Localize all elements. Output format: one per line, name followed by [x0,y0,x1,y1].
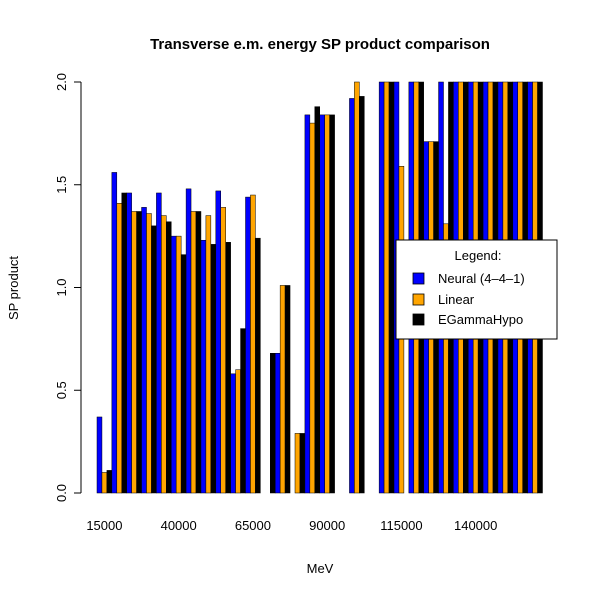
legend-swatch-neural [412,272,425,285]
bar-linear-40000 [175,235,182,494]
bar-egammahypo-80000 [299,433,306,494]
bar-linear-65000 [250,194,256,494]
legend-swatch-egammahypo [412,313,425,326]
bar-egammahypo-20000 [121,192,127,494]
bar-neural-4-4-1--40000 [171,235,177,494]
bar-egammahypo-15000 [106,470,113,494]
x-tick-label: 115000 [380,518,422,533]
bar-linear-85000 [309,122,316,494]
bar-linear-35000 [161,215,167,494]
x-tick-label: 40000 [161,518,197,533]
bar-linear-30000 [146,213,152,494]
bar-neural-4-4-1--30000 [141,207,147,494]
y-tick-label: 1.0 [54,278,69,296]
bar-neural-4-4-1--85000 [304,114,311,494]
x-tick-label: 90000 [309,518,345,533]
bar-neural-4-4-1--15000 [96,416,103,494]
bar-neural-4-4-1--35000 [156,192,162,494]
bar-linear-60000 [235,369,241,494]
bar-neural-4-4-1--110000 [378,81,385,494]
bar-neural-4-4-1--45000 [185,188,192,494]
bar-linear-110000 [383,81,390,494]
bar-linear-80000 [294,433,301,494]
bar-linear-25000 [131,211,137,494]
legend-label-egammahypo: EGammaHypo [438,312,523,327]
legend-label-linear: Linear [438,292,475,307]
bar-linear-50000 [205,215,212,494]
bar-neural-4-4-1--25000 [126,192,132,494]
chart-title: Transverse e.m. energy SP product compar… [150,36,490,53]
legend-title: Legend: [455,248,502,263]
bar-linear-15000 [101,472,108,494]
legend: Legend: Neural (4–4–1) Linear EGammaHypo [395,239,558,340]
legend-swatch-linear [412,293,425,306]
bar-egammahypo-70000 [270,353,276,494]
bar-linear-45000 [190,211,197,494]
x-tick-label: 15000 [86,518,122,533]
bar-egammahypo-75000 [284,285,291,494]
bar-neural-4-4-1--100000 [349,98,355,494]
x-axis-label: MeV [307,561,334,576]
bar-neural-4-4-1--65000 [245,196,251,494]
bar-egammahypo-30000 [151,225,157,494]
y-tick-label: 0.5 [54,381,69,399]
bar-egammahypo-90000 [329,114,335,494]
bar-neural-4-4-1--20000 [111,172,118,494]
bar-linear-55000 [220,207,226,494]
legend-label-neural: Neural (4–4–1) [438,271,525,286]
bar-neural-4-4-1--90000 [319,114,325,494]
bar-egammahypo-25000 [136,211,142,494]
bar-linear-100000 [354,81,360,494]
x-tick-label: 65000 [235,518,271,533]
y-axis-label: SP product [6,256,21,320]
y-tick-label: 1.5 [54,176,69,194]
y-axis: 0.0 0.5 1.0 1.5 2.0 [54,73,82,502]
bar-neural-4-4-1--75000 [274,353,281,494]
bar-egammahypo-40000 [180,254,187,494]
x-tick-label: 140000 [454,518,497,533]
bar-linear-90000 [324,114,330,494]
bar-egammahypo-85000 [314,106,320,494]
bar-neural-4-4-1--55000 [215,190,222,494]
bar-egammahypo-45000 [195,211,202,494]
bar-linear-20000 [116,203,123,494]
y-tick-label: 2.0 [54,73,69,91]
bar-egammahypo-100000 [359,96,365,494]
bar-neural-4-4-1--50000 [200,239,207,494]
bar-egammahypo-35000 [166,221,172,494]
bar-egammahypo-55000 [225,242,231,494]
bar-egammahypo-50000 [210,244,217,494]
bar-egammahypo-60000 [240,328,246,494]
bar-egammahypo-65000 [255,237,261,494]
bar-linear-75000 [279,285,286,494]
x-axis-tick-labels: 15000 40000 65000 90000 115000 140000 [86,518,497,533]
y-tick-label: 0.0 [54,484,69,502]
bar-egammahypo-110000 [388,81,395,494]
bar-neural-4-4-1--60000 [230,373,236,494]
